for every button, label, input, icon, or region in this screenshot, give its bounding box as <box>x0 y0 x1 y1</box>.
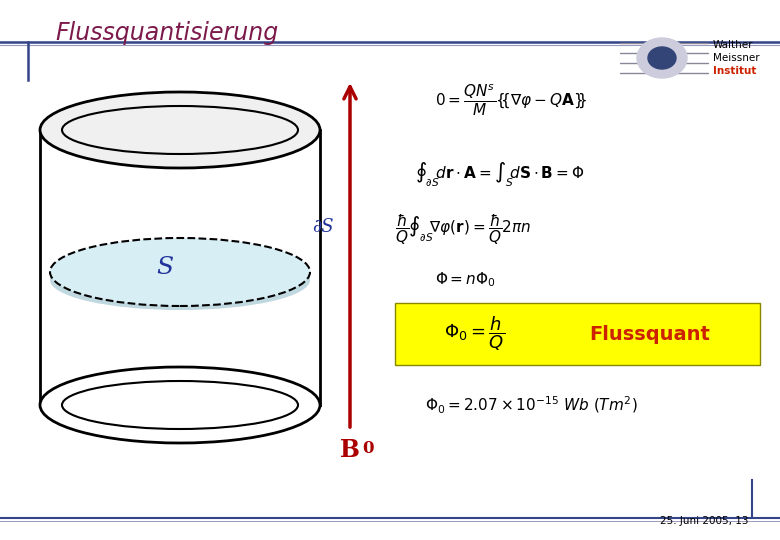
Text: $0=\dfrac{QN^{s}}{M}\left\{\!\!\left\{\nabla\varphi-Q\mathbf{A}\right\}\!\!\righ: $0=\dfrac{QN^{s}}{M}\left\{\!\!\left\{\n… <box>435 82 587 118</box>
Text: $\Phi_{0}=\dfrac{h}{Q}$: $\Phi_{0}=\dfrac{h}{Q}$ <box>445 315 505 353</box>
Text: 25. Juni 2005, 13: 25. Juni 2005, 13 <box>660 516 748 526</box>
Text: Flussquantisierung: Flussquantisierung <box>55 21 278 45</box>
Text: $\dfrac{\hbar}{Q}\oint_{\partial S}\!\nabla\varphi(\mathbf{r})=\dfrac{\hbar}{Q}2: $\dfrac{\hbar}{Q}\oint_{\partial S}\!\na… <box>395 213 531 247</box>
Ellipse shape <box>637 38 687 78</box>
Text: $\oint_{\partial S}\!d\mathbf{r}\cdot\mathbf{A}=\int_S\!d\mathbf{S}\cdot\mathbf{: $\oint_{\partial S}\!d\mathbf{r}\cdot\ma… <box>415 161 584 190</box>
Text: B: B <box>340 438 360 462</box>
Text: $\Phi=n\Phi_{0}$: $\Phi=n\Phi_{0}$ <box>435 271 495 289</box>
Ellipse shape <box>50 250 310 310</box>
Text: 0: 0 <box>362 440 374 457</box>
Bar <box>395 303 760 365</box>
Text: Meissner: Meissner <box>713 53 760 63</box>
Text: S: S <box>157 255 174 279</box>
Text: ∂S: ∂S <box>312 218 334 236</box>
Text: Walther: Walther <box>713 40 753 50</box>
Ellipse shape <box>40 367 320 443</box>
Text: Institut: Institut <box>713 66 757 76</box>
Ellipse shape <box>648 47 676 69</box>
Text: $\Phi_{0}=2.07\times10^{-15}\ Wb\ \left(Tm^{2}\right)$: $\Phi_{0}=2.07\times10^{-15}\ Wb\ \left(… <box>425 394 638 416</box>
Text: Flussquant: Flussquant <box>590 325 711 343</box>
Ellipse shape <box>40 92 320 168</box>
Ellipse shape <box>50 238 310 306</box>
